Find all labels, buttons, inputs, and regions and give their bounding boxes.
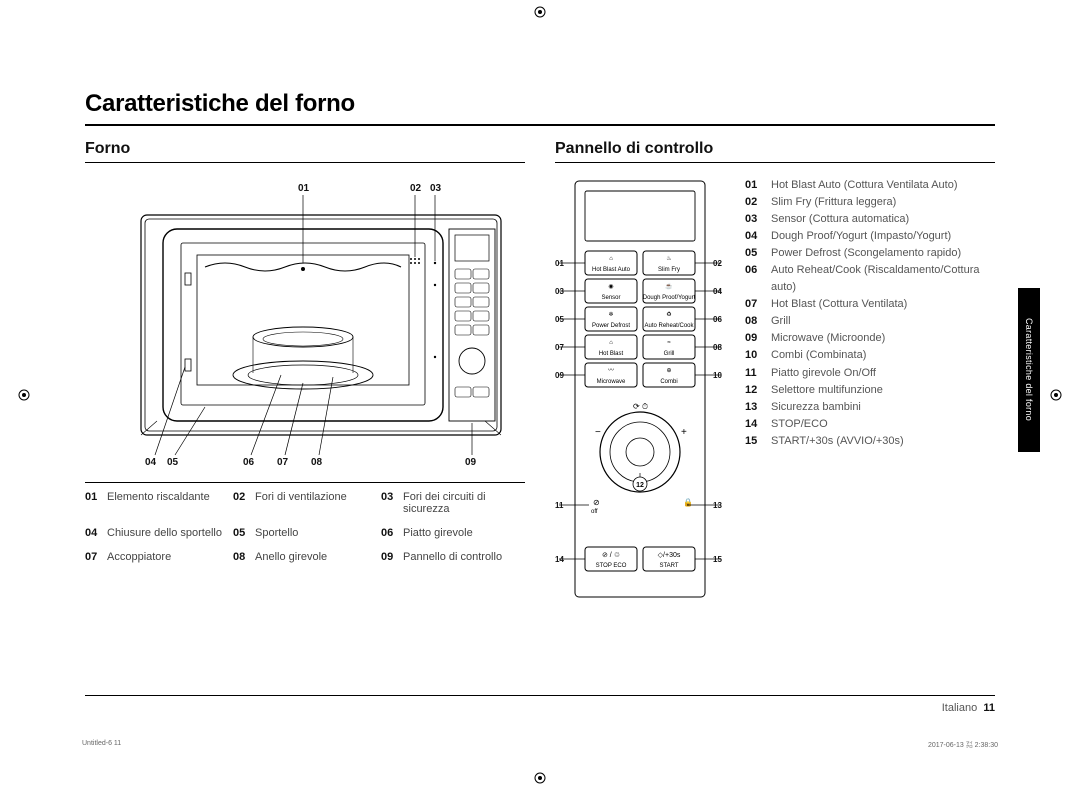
svg-text:⌂: ⌂ [609, 256, 613, 262]
oven-diagram: 01 02 03 04 05 06 07 08 09 [85, 177, 525, 467]
svg-text:14: 14 [555, 555, 564, 564]
svg-text:≈: ≈ [667, 340, 671, 346]
svg-text:12: 12 [636, 482, 644, 489]
svg-text:06: 06 [713, 315, 722, 324]
svg-text:03: 03 [555, 287, 564, 296]
svg-text:02: 02 [713, 259, 722, 268]
svg-text:⊘ / ♲: ⊘ / ♲ [602, 552, 620, 559]
oven-heading: Forno [85, 140, 525, 163]
panel-functions-list: 01Hot Blast Auto (Cottura Ventilata Auto… [745, 177, 995, 450]
svg-text:Auto Reheat/Cook: Auto Reheat/Cook [644, 323, 694, 329]
svg-text:START: START [659, 563, 678, 569]
crop-mark-bottom [534, 772, 546, 784]
svg-text:10: 10 [713, 371, 722, 380]
svg-text:⌂: ⌂ [609, 340, 613, 346]
control-panel-diagram: ⌂ Hot Blast Auto ♨ Slim Fry ◉ Sensor ☕ Dough… [555, 177, 725, 602]
footer-timestamp: 2017-06-13 ㍃ 2:38:30 [928, 740, 998, 750]
svg-text:01: 01 [298, 183, 310, 194]
svg-text:06: 06 [243, 457, 255, 467]
svg-text:04: 04 [145, 457, 157, 467]
svg-text:Hot Blast: Hot Blast [599, 351, 624, 357]
svg-text:Dough Proof/Yogurt: Dough Proof/Yogurt [643, 295, 696, 301]
svg-text:03: 03 [430, 183, 442, 194]
svg-text:STOP ECO: STOP ECO [596, 563, 627, 569]
svg-text:♨: ♨ [666, 255, 671, 262]
crop-mark-right [1050, 389, 1062, 401]
svg-text:❄: ❄ [608, 311, 613, 318]
svg-text:05: 05 [167, 457, 179, 467]
svg-text:Hot Blast Auto: Hot Blast Auto [592, 267, 631, 273]
crop-mark-top [534, 6, 546, 18]
oven-parts-table: 01Elemento riscaldante 02Fori di ventila… [85, 491, 525, 563]
svg-text:〰: 〰 [608, 368, 614, 374]
svg-text:02: 02 [410, 183, 422, 194]
svg-text:⟳ ⏱: ⟳ ⏱ [633, 402, 648, 411]
oven-table-rule [85, 482, 525, 483]
svg-text:11: 11 [555, 501, 564, 510]
footer-language: Italiano [942, 702, 977, 714]
svg-text:Grill: Grill [664, 351, 675, 357]
svg-text:Microwave: Microwave [597, 379, 626, 385]
svg-text:◇/+30s: ◇/+30s [658, 552, 681, 559]
svg-text:+: + [681, 427, 687, 438]
footer-filename: Untitled-6 11 [82, 740, 121, 747]
svg-text:−: − [595, 427, 601, 438]
svg-text:09: 09 [465, 457, 477, 467]
svg-text:off: off [591, 509, 598, 515]
svg-text:Sensor: Sensor [601, 295, 620, 301]
svg-text:⊕: ⊕ [666, 368, 671, 374]
svg-text:☕: ☕ [665, 282, 673, 290]
svg-text:Combi: Combi [660, 379, 677, 385]
side-tab: Caratteristiche del forno [1018, 288, 1040, 452]
svg-text:Power Defrost: Power Defrost [592, 323, 630, 329]
svg-text:🔒: 🔒 [683, 498, 693, 507]
footer: Italiano 11 [85, 695, 995, 714]
svg-text:01: 01 [555, 259, 564, 268]
svg-text:15: 15 [713, 555, 722, 564]
svg-text:05: 05 [555, 315, 564, 324]
crop-mark-left [18, 389, 30, 401]
svg-text:◉: ◉ [608, 284, 613, 290]
svg-text:Slim Fry: Slim Fry [658, 267, 680, 273]
svg-text:07: 07 [555, 343, 564, 352]
svg-text:13: 13 [713, 501, 722, 510]
svg-text:♻: ♻ [666, 311, 671, 318]
svg-text:04: 04 [713, 287, 722, 296]
svg-text:09: 09 [555, 371, 564, 380]
title-rule [85, 124, 995, 126]
footer-page-number: 11 [983, 702, 995, 714]
svg-text:⊘: ⊘ [593, 498, 600, 507]
panel-heading: Pannello di controllo [555, 140, 995, 163]
svg-text:08: 08 [311, 457, 323, 467]
svg-text:08: 08 [713, 343, 722, 352]
page-title: Caratteristiche del forno [85, 90, 995, 118]
svg-text:07: 07 [277, 457, 289, 467]
